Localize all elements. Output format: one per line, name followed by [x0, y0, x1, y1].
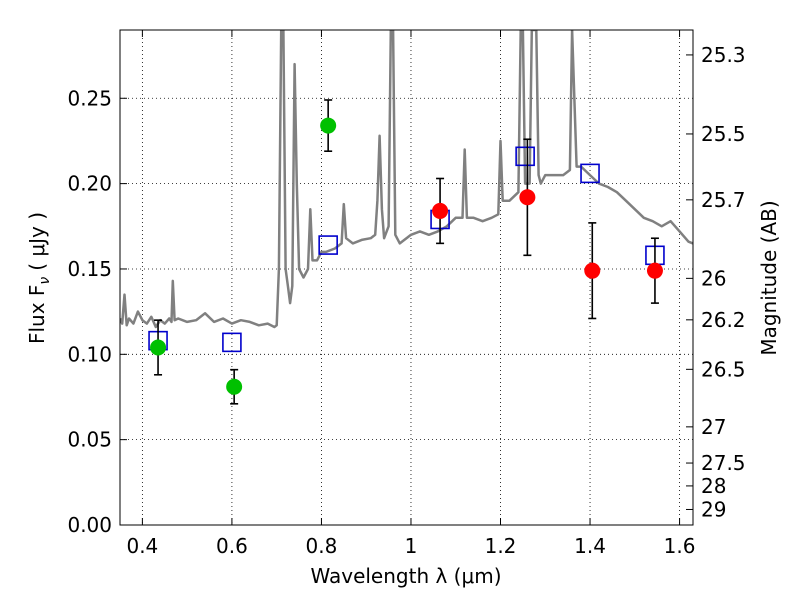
model-photometry-square: [580, 163, 600, 184]
y-axis-title-unit: ( μJy ): [25, 212, 49, 271]
observed-nir-point: [646, 262, 663, 279]
model-spectrum-line: [120, 30, 693, 329]
grid: [120, 30, 693, 526]
observed-optical-point: [150, 339, 167, 356]
observed-nir-point: [584, 262, 601, 279]
y2-tick-label: 26.2: [701, 308, 746, 332]
y2-tick-label: 27.5: [701, 451, 746, 475]
model-photometry-square: [222, 332, 242, 353]
y2-tick-label: 27: [701, 415, 726, 439]
y2-tick-label: 25.7: [701, 188, 746, 212]
x-tick-label: 0.6: [216, 534, 248, 558]
y-tick-label: 0.10: [67, 342, 112, 366]
error-bar-layer: [150, 99, 663, 405]
plot-background: [120, 30, 693, 525]
x-tick-label: 1.4: [574, 534, 606, 558]
x-tick-label: 1.6: [664, 534, 696, 558]
y-tick-label: 0.05: [67, 428, 112, 452]
plot-frame: [119, 29, 694, 526]
y2-tick-label: 25.5: [701, 122, 746, 146]
x-tick-label: 0.8: [306, 534, 338, 558]
y-axis-title: Flux Fν ( μJy ): [25, 212, 53, 344]
observed-nir-point: [519, 189, 536, 206]
y-axis-title-main: Flux F: [25, 285, 49, 344]
model-photometry-square: [515, 146, 535, 167]
observed-nir-point: [432, 202, 449, 219]
x-tick-label: 0.4: [126, 534, 158, 558]
ticks: 0.4 0.6 0.8 1 1.2 1.4 1.6 0.00 0.05 0.10 0.15 0.20 0…: [67, 30, 746, 558]
y-tick-label: 0.00: [67, 513, 112, 537]
model-photometry-square: [318, 235, 338, 255]
x-tick-label: 1: [405, 534, 418, 558]
y2-tick-label: 28: [701, 474, 726, 498]
y2-tick-label: 26: [701, 266, 726, 290]
y2-tick-label: 25.3: [701, 43, 746, 67]
y2-tick-label: 26.5: [701, 357, 746, 381]
y-tick-label: 0.15: [67, 257, 112, 281]
y2-axis-title: Magnitude (AB): [757, 200, 781, 355]
y-axis-title-sub: ν: [37, 277, 53, 285]
y2-tick-label: 29: [701, 497, 726, 521]
observed-optical-point: [320, 117, 337, 134]
y-tick-label: 0.20: [67, 172, 112, 196]
x-tick-label: 1.2: [485, 534, 517, 558]
y-tick-label: 0.25: [67, 86, 112, 110]
observed-optical-point: [226, 378, 243, 395]
x-axis-title: Wavelength λ (μm): [310, 564, 501, 588]
